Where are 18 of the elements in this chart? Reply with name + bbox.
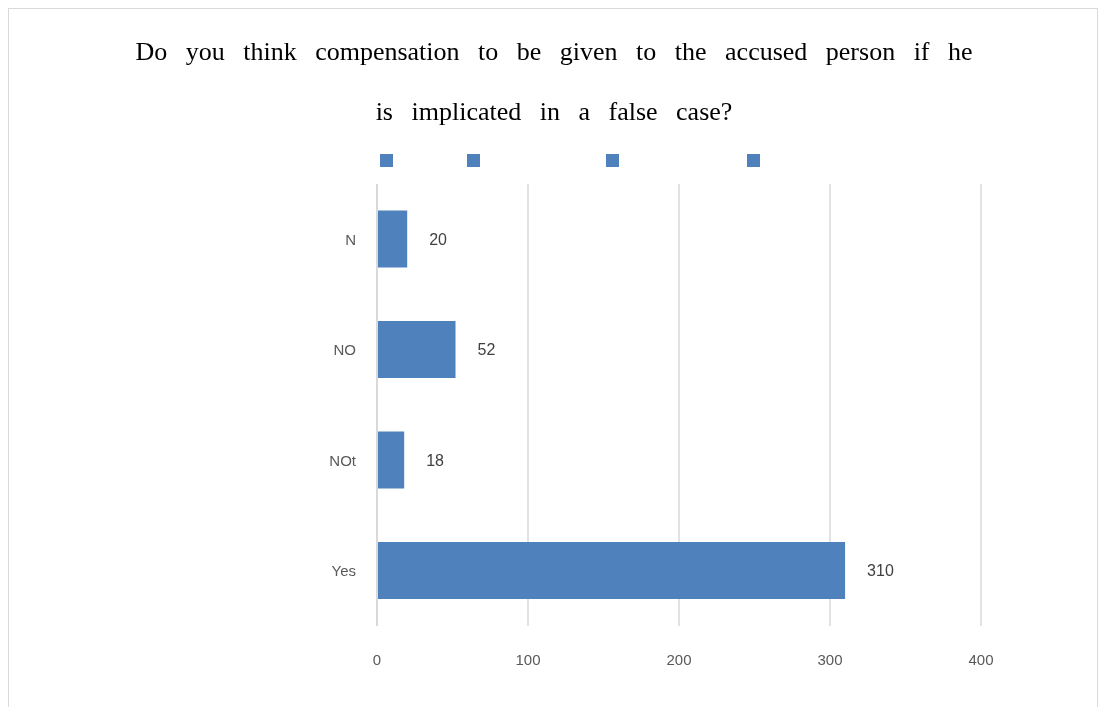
bar bbox=[377, 431, 405, 489]
chart-title: Do you think compensation to be given to the accused person if he is implicated in a false case? bbox=[134, 36, 974, 128]
bar bbox=[377, 542, 846, 600]
bar bbox=[377, 321, 456, 379]
x-tick-label: 100 bbox=[515, 650, 541, 668]
y-tick-label: NOt bbox=[329, 451, 357, 469]
x-tick-label: 0 bbox=[372, 650, 382, 668]
data-label: 310 bbox=[867, 562, 894, 580]
x-tick-label: 300 bbox=[817, 650, 843, 668]
data-label: 18 bbox=[426, 451, 445, 469]
data-label: 52 bbox=[477, 341, 496, 359]
data-label: 20 bbox=[429, 230, 448, 248]
bar bbox=[377, 210, 408, 268]
x-tick-label: 200 bbox=[666, 650, 692, 668]
y-tick-label: N bbox=[345, 230, 356, 248]
x-tick-label: 400 bbox=[968, 650, 994, 668]
y-tick-label: NO bbox=[333, 341, 356, 359]
y-tick-label: Yes bbox=[331, 562, 356, 580]
